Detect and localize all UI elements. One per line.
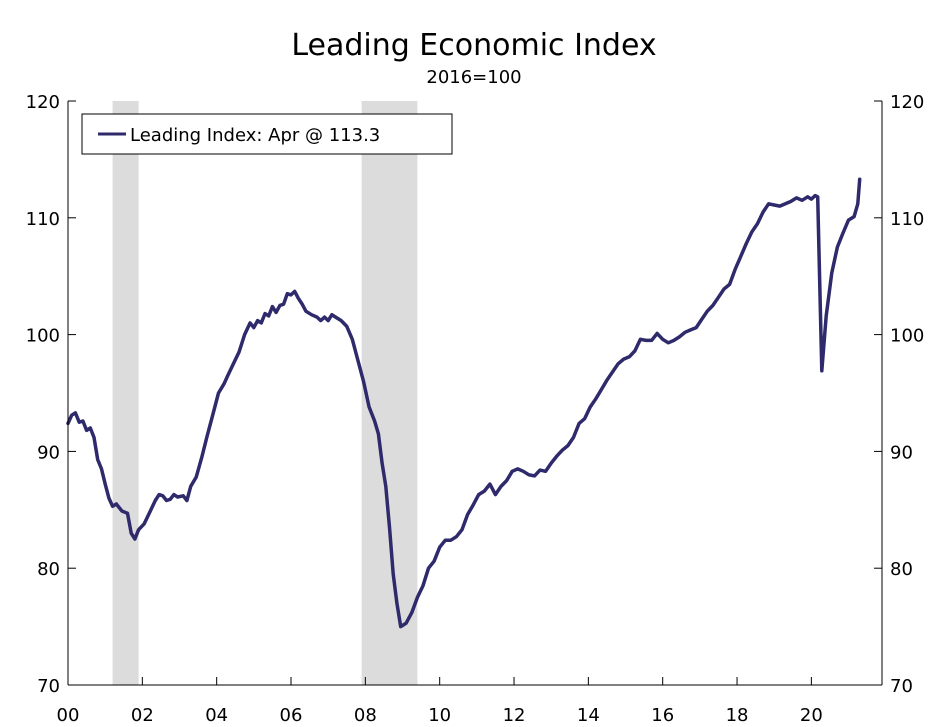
y-tick-label-right: 120 [890,92,924,113]
x-tick-label: 10 [428,705,451,726]
x-tick-label: 06 [280,705,303,726]
x-tick-label: 08 [354,705,377,726]
y-tick-label-right: 100 [890,326,924,347]
x-tick-label: 12 [503,705,526,726]
x-tick-label: 02 [131,705,154,726]
series-line-0 [66,177,862,629]
y-tick-label-left: 80 [37,559,60,580]
recession-shading [112,101,418,685]
legend-entry: Leading Index: Apr @ 113.3 [130,125,380,146]
y-tick-label-left: 110 [26,209,60,230]
y-tick-label-left: 70 [37,676,60,697]
recession-band-1 [361,101,418,685]
chart-title: Leading Economic Index [291,28,656,63]
y-tick-label-left: 120 [26,92,60,113]
x-tick-label: 04 [205,705,228,726]
x-tick-label: 14 [577,705,600,726]
y-tick-label-right: 70 [890,676,913,697]
legend-box [81,113,453,155]
x-tick-label: 20 [800,705,823,726]
axes: 70 70 80 80 90 90 100 100 110 110 120 120 00 02 04 06 08… [26,92,925,726]
chart-subtitle: 2016=100 [426,67,521,88]
y-tick-label-right: 80 [890,559,913,580]
y-tick-label-right: 90 [890,442,913,463]
y-tick-label-right: 110 [890,209,924,230]
legend: Leading Index: Apr @ 113.3 [81,113,453,155]
series-layer [66,177,862,629]
x-tick-label: 16 [651,705,674,726]
x-tick-label: 18 [726,705,749,726]
y-tick-label-left: 100 [26,326,60,347]
x-tick-label: 00 [57,705,80,726]
y-tick-label-left: 90 [37,442,60,463]
recession-band-0 [112,101,139,685]
